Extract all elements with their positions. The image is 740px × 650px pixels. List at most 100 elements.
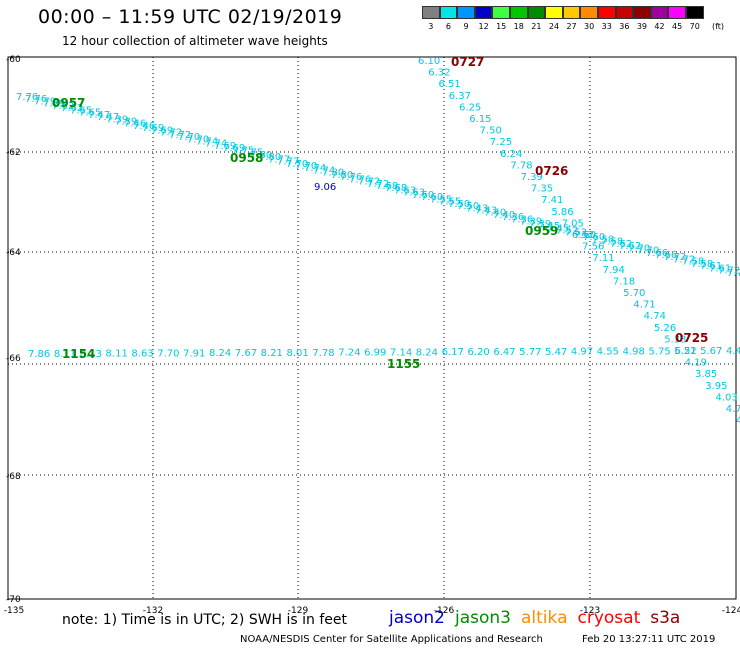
wave-height-value: 7.60	[574, 230, 596, 241]
legend-swatch	[527, 6, 546, 19]
wave-height-value: 7.11	[592, 253, 614, 264]
wave-height-value: 7.72	[718, 266, 740, 277]
wave-height-value: 7.75	[241, 148, 263, 159]
legend-swatch	[545, 6, 563, 19]
wave-height-value: 7.40	[493, 210, 515, 221]
wave-height-value: 5.70	[623, 288, 645, 299]
wave-height-value: 7.70	[178, 132, 200, 143]
wave-height-value: 4.19	[685, 358, 707, 369]
wave-height-value: 7.61	[709, 263, 731, 274]
pass-time-label: 0726	[535, 164, 568, 178]
legend-label: 15	[496, 22, 507, 31]
legend-label: 42	[654, 22, 665, 31]
wave-height-value: 5.33	[664, 334, 686, 345]
lon-tick-label: -135	[4, 606, 24, 616]
legend-label: 3	[428, 22, 434, 31]
wave-height-value: 5.77	[519, 347, 541, 358]
color-legend	[422, 6, 704, 19]
page-subtitle: 12 hour collection of altimeter wave hei…	[62, 34, 328, 48]
wave-height-value: 6.47	[493, 347, 515, 358]
wave-height-value: 5.47	[545, 347, 567, 358]
legend-swatch	[580, 6, 598, 19]
wave-height-value: 7.39	[115, 116, 137, 127]
wave-height-value: 8.11	[106, 349, 128, 360]
wave-height-value: 7.43	[466, 203, 488, 214]
legend-swatch	[633, 6, 651, 19]
lon-tick-label: -126	[434, 606, 455, 616]
wave-height-value: 7.52	[556, 226, 578, 237]
wave-height-value: 7.47	[97, 112, 119, 123]
wave-height-value: 7.77	[268, 154, 290, 165]
legend-label: 21	[531, 22, 542, 31]
wave-height-value: 4.74	[644, 311, 666, 322]
lat-tick-label: -66	[6, 354, 21, 364]
wave-height-value: 7.91	[183, 348, 205, 359]
wave-height-value: 6.37	[449, 91, 471, 102]
wave-height-value: 7.50	[480, 126, 502, 137]
wave-height-value: 7.69	[151, 125, 173, 136]
wave-height-value: 7.62	[610, 239, 632, 250]
wave-height-value: 6.20	[467, 347, 489, 358]
wave-height-value: 6.52	[572, 230, 594, 241]
wave-height-value: 7.70	[628, 243, 650, 254]
wave-height-value: 7.14	[390, 347, 412, 358]
wave-height-value: 7.86	[28, 349, 50, 360]
wave-height-value: 7.72	[673, 254, 695, 265]
wave-height-value: 7.66	[646, 248, 668, 259]
legend-label: 33	[601, 22, 612, 31]
wave-height-value: 8.01	[287, 348, 309, 359]
wave-height-value: 7.50	[457, 201, 479, 212]
wave-height-value: 7.69	[214, 141, 236, 152]
wave-height-value: 7.36	[511, 214, 533, 225]
wave-height-value: 7.69	[142, 123, 164, 134]
wave-height-value: 7.39	[521, 172, 543, 183]
wave-height-value: 7.70	[157, 348, 179, 359]
pass-time-label: 0958	[230, 151, 263, 165]
wave-height-value: 6.25	[459, 102, 481, 113]
wave-height-value: 7.72	[169, 130, 191, 141]
wave-height-value: 7.67	[235, 348, 257, 359]
satellite-jason3: jason3	[455, 608, 511, 628]
wave-height-value: 7.70	[295, 161, 317, 172]
legend-swatch	[509, 6, 528, 19]
wave-height-value: 6.51	[439, 79, 461, 90]
wave-height-value: 7.58	[601, 237, 623, 248]
wave-height-value: 7.69	[223, 143, 245, 154]
wave-height-value: 8.24	[416, 347, 438, 358]
legend-label: 24	[548, 22, 560, 31]
lat-tick-label: -64	[6, 248, 21, 258]
wave-height-value: 7.70	[286, 159, 308, 170]
wave-height-value: 4.4	[726, 346, 740, 357]
wave-height-value: 7.94	[603, 265, 625, 276]
wave-height-value: 7.55	[430, 194, 452, 205]
wave-height-value: 7.77	[277, 157, 299, 168]
wave-height-value: 7.70	[187, 134, 209, 145]
wave-height-value: 8.21	[261, 348, 283, 359]
wave-height-value: 7.58	[682, 257, 704, 268]
wave-height-value: 7.56	[582, 242, 604, 253]
footer-timestamp: Feb 20 13:27:11 UTC 2019	[582, 634, 716, 645]
wave-height-value: 7.76	[349, 174, 371, 185]
wave-height-value: 7.74	[313, 165, 335, 176]
wave-height-value: 7.43	[475, 205, 497, 216]
legend-swatch	[422, 6, 440, 19]
legend-unit: (ft)	[712, 22, 725, 31]
wave-height-value: 7.39	[106, 114, 128, 125]
wave-height-value: 7.62	[619, 241, 641, 252]
wave-height-value: 4.71	[633, 300, 655, 311]
legend-swatch	[474, 6, 493, 19]
wave-height-value: 4.98	[623, 346, 645, 357]
lat-tick-label: -68	[6, 472, 21, 482]
legend-label: 36	[619, 22, 630, 31]
legend-label: 12	[478, 22, 489, 31]
pass-time-label: 0957	[52, 96, 85, 110]
legend-label: 30	[584, 22, 595, 31]
wave-height-value: 7.63	[394, 185, 416, 196]
lat-tick-label: -70	[6, 595, 21, 605]
wave-height-value: 7.41	[541, 195, 563, 206]
wave-height-value: 6.32	[428, 68, 450, 79]
pass-time-label: 0727	[451, 55, 484, 69]
lon-tick-label: -129	[288, 606, 309, 616]
wave-height-value: 7.72	[664, 252, 686, 263]
page-title: 00:00 – 11:59 UTC 02/19/2019	[38, 6, 343, 28]
